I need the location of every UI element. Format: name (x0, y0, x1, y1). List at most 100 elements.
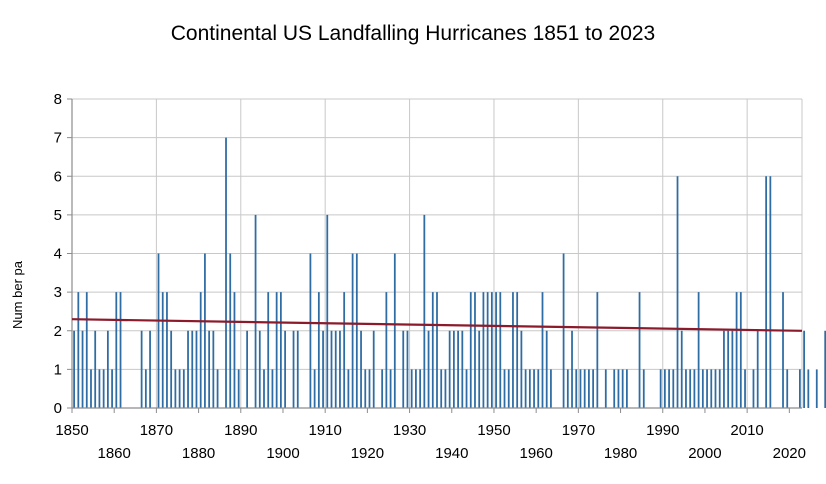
bar-1851 (73, 330, 75, 408)
bar-1951 (495, 292, 497, 409)
bar-1892 (246, 330, 248, 408)
bar-1855 (90, 369, 92, 409)
bar-1909 (317, 292, 320, 409)
bar-1947 (478, 330, 481, 408)
bar-2007 (731, 330, 734, 408)
bar-1852 (77, 292, 80, 409)
bar-1913 (334, 330, 337, 408)
bar-1885 (216, 369, 219, 409)
bar-1920 (364, 369, 367, 409)
x-tick-label-1880: 1880 (182, 445, 215, 462)
x-tick-label-1950: 1950 (477, 422, 510, 439)
bar-1971 (579, 369, 582, 409)
x-tick-label-1930: 1930 (393, 422, 426, 439)
bar-1872 (161, 292, 164, 409)
bar-1948 (482, 292, 485, 409)
bar-1875 (174, 369, 177, 409)
bar-1939 (444, 369, 447, 409)
x-tick-label-1910: 1910 (309, 422, 342, 439)
bar-1979 (613, 369, 616, 409)
y-tick-label-4: 4 (54, 246, 62, 263)
bar-2029 (824, 330, 826, 408)
bar-1858 (102, 369, 105, 409)
chart-title: Continental US Landfalling Hurricanes 18… (170, 22, 656, 45)
bar-1915 (343, 292, 346, 409)
bar-1882 (204, 253, 206, 408)
bar-1899 (275, 292, 278, 409)
y-tick-label-3: 3 (54, 284, 62, 301)
bar-1960 (533, 369, 535, 409)
bar-2003 (714, 369, 717, 409)
x-tick-labels: 1850 1870 1890 1910 1930 1950 1970 1990 2010 1860… (55, 422, 806, 462)
bar-series (73, 137, 826, 409)
x-tick-label-1990: 1990 (646, 422, 679, 439)
bar-1999 (697, 292, 700, 409)
bar-1890 (237, 369, 240, 409)
bar-1894 (254, 214, 257, 409)
bar-1959 (528, 369, 531, 409)
bar-1926 (389, 369, 392, 409)
bar-1895 (258, 330, 261, 408)
bar-1861 (115, 292, 118, 409)
bar-1898 (271, 369, 274, 409)
bar-1871 (157, 253, 160, 408)
bar-2001 (706, 369, 708, 409)
bar-1927 (393, 253, 396, 408)
bar-1930 (406, 330, 409, 408)
bar-1986 (642, 369, 645, 409)
bar-1980 (617, 369, 620, 409)
bar-1967 (562, 253, 565, 408)
y-axis-label: Num ber pa (10, 260, 25, 329)
x-tick-label-1970: 1970 (562, 422, 595, 439)
bar-2000 (701, 369, 704, 409)
bar-1995 (680, 330, 683, 408)
bar-1990 (659, 369, 662, 409)
bar-1916 (347, 369, 350, 409)
bar-1856 (94, 330, 97, 408)
bar-1879 (191, 330, 194, 408)
axes (67, 98, 802, 413)
bar-1853 (81, 330, 84, 408)
bar-1949 (486, 292, 489, 409)
bar-1936 (431, 292, 434, 409)
bar-1924 (381, 369, 384, 409)
bar-1943 (461, 330, 464, 408)
bar-1888 (229, 253, 232, 408)
bar-1857 (98, 369, 101, 409)
bar-2025 (807, 369, 810, 409)
x-tick-label-2020: 2020 (773, 445, 806, 462)
bar-1996 (685, 369, 687, 409)
y-tick-label-0: 0 (54, 400, 62, 417)
bar-1884 (212, 330, 215, 408)
bar-1874 (170, 330, 173, 408)
bar-1878 (187, 330, 189, 408)
bar-2023 (799, 369, 801, 409)
bar-1876 (178, 369, 181, 409)
bar-1953 (503, 369, 506, 409)
y-tick-label-7: 7 (54, 130, 62, 147)
bar-1901 (284, 330, 286, 408)
bar-2024 (803, 330, 805, 408)
bar-1867 (140, 330, 143, 408)
bar-2019 (782, 292, 784, 409)
bar-2027 (815, 369, 818, 409)
bar-2020 (786, 369, 789, 409)
bar-1925 (385, 292, 388, 409)
bar-1921 (368, 369, 371, 409)
bar-1975 (596, 292, 599, 409)
bar-1998 (693, 369, 696, 409)
bar-1935 (427, 330, 430, 408)
bar-1854 (85, 292, 88, 409)
bar-1962 (541, 292, 544, 409)
x-tick-label-1860: 1860 (98, 445, 131, 462)
bar-1938 (440, 369, 443, 409)
bar-2013 (756, 330, 759, 408)
bar-1873 (166, 292, 168, 409)
bar-1969 (571, 330, 573, 408)
x-tick-label-1960: 1960 (520, 445, 553, 462)
bar-1973 (588, 369, 590, 409)
bar-2016 (769, 176, 772, 408)
x-tick-label-1920: 1920 (351, 445, 384, 462)
y-tick-label-8: 8 (54, 91, 62, 108)
